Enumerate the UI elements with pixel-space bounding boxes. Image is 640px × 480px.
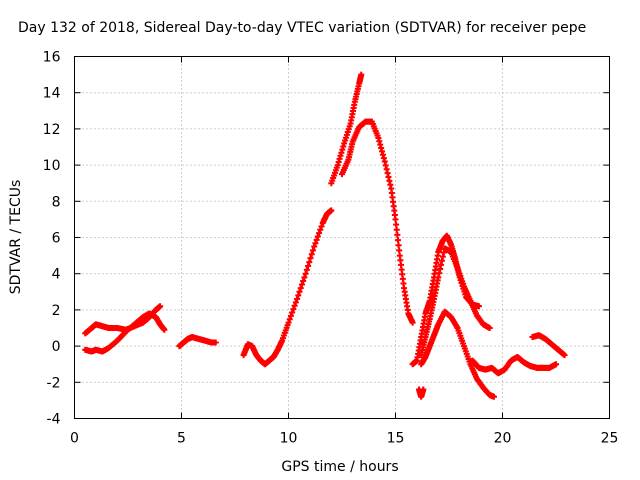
data-point-dense (298, 281, 305, 288)
data-point (490, 393, 497, 400)
data-point-dense (394, 237, 401, 244)
data-point-dense (312, 240, 319, 247)
y-tick-label: 2 (52, 303, 61, 319)
y-tick-label: 10 (43, 158, 61, 174)
y-tick-label: 8 (52, 194, 61, 210)
data-point-dense (318, 223, 325, 230)
data-point (561, 352, 568, 359)
data-point-dense (286, 316, 293, 323)
series-10 (469, 353, 559, 377)
data-point-dense (289, 309, 296, 316)
y-tick-label: 12 (43, 122, 61, 138)
series-12 (416, 386, 427, 400)
y-axis-label: SDTVAR / TECUs (8, 180, 24, 295)
y-tick-label: 14 (43, 86, 61, 102)
y-tick-label: -4 (47, 412, 61, 428)
data-point (311, 243, 318, 250)
data-point-dense (307, 255, 314, 262)
data-point-dense (290, 306, 297, 313)
data-point (553, 361, 559, 368)
series-3 (176, 334, 219, 350)
series-4 (240, 207, 335, 368)
data-points (82, 71, 568, 400)
data-point-dense (317, 226, 324, 233)
x-tick-label: 5 (177, 431, 186, 447)
grid (74, 56, 610, 419)
data-point-dense (292, 299, 299, 306)
series-8 (418, 245, 493, 359)
y-tick-label: 6 (52, 231, 61, 247)
data-point (486, 325, 493, 331)
y-tick-label: 0 (52, 339, 61, 355)
x-tick-label: 10 (280, 431, 298, 447)
data-point-dense (309, 247, 316, 254)
data-point (409, 319, 416, 326)
x-axis-label: GPS time / hours (281, 459, 398, 475)
y-tick-label: -2 (47, 375, 61, 391)
series-6 (339, 118, 416, 326)
series-9 (418, 308, 497, 400)
data-point-dense (291, 302, 298, 309)
x-tick-label: 25 (601, 431, 619, 447)
data-point (358, 71, 365, 78)
data-point-dense (296, 288, 303, 295)
data-point-dense (314, 233, 321, 240)
tick-labels: 0 5 10 15 20 25 -4 -2 0 2 4 6 8 10 12 14 16 (43, 50, 619, 447)
data-point (285, 319, 292, 326)
data-point (328, 207, 335, 214)
data-point-dense (394, 231, 401, 238)
data-point-dense (287, 312, 294, 319)
data-point-dense (300, 277, 307, 284)
series-2 (82, 303, 164, 337)
y-tick-label: 4 (52, 267, 61, 283)
data-point (302, 270, 309, 277)
data-point-dense (297, 285, 304, 292)
data-point-dense (393, 226, 400, 233)
series-11 (529, 332, 568, 359)
data-point-dense (316, 230, 323, 237)
data-point-dense (295, 292, 302, 299)
plot-frame (74, 56, 610, 419)
data-point-dense (313, 236, 320, 243)
data-point-dense (308, 251, 315, 258)
data-point (212, 339, 219, 346)
data-point-dense (305, 262, 312, 269)
data-point-dense (301, 274, 308, 281)
chart-title: Day 132 of 2018, Sidereal Day-to-day VTE… (18, 20, 586, 36)
x-tick-label: 20 (494, 431, 512, 447)
x-tick-label: 15 (387, 431, 405, 447)
data-point (420, 386, 427, 393)
data-point-dense (396, 247, 403, 254)
data-point-dense (303, 266, 310, 273)
data-point (294, 296, 301, 303)
data-point-dense (306, 259, 313, 266)
data-point-dense (395, 242, 402, 249)
data-point (392, 216, 399, 223)
series-5 (328, 71, 365, 187)
data-point-dense (393, 221, 400, 228)
y-tick-label: 16 (43, 50, 61, 66)
data-point (161, 326, 168, 333)
data-point (157, 303, 164, 310)
data-point (475, 303, 482, 310)
x-tick-label: 0 (70, 431, 79, 447)
